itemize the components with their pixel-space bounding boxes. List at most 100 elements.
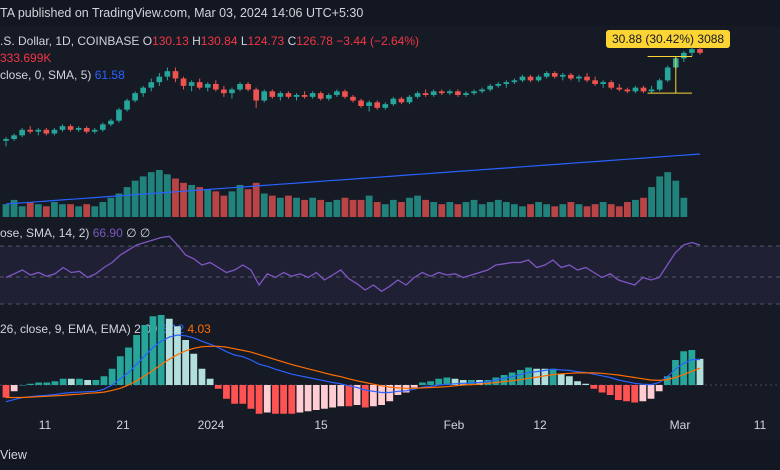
macd-hist-bar [337,385,345,407]
candle-body [164,71,171,77]
volume-bar [381,204,389,217]
macd-hist-bar [125,347,132,385]
candle-body [358,100,364,106]
candle-body [212,84,219,90]
volume-bar [607,204,615,217]
candle-body [681,52,687,59]
change-value: −3.44 (−2.64%) [336,34,420,48]
candle-body [656,80,663,90]
volume-bar [99,202,107,217]
footer-bar: View [0,440,780,470]
candle-body [559,74,566,77]
candle-body [334,91,340,95]
published-text: TA published on TradingView.com, Mar 03,… [0,6,364,20]
candle-body [471,91,477,94]
macd-hist-bar [165,318,173,385]
volume-bar [204,189,212,217]
macd-hist-bar [394,385,402,395]
candle-body [83,128,90,132]
candle-body [124,100,130,110]
macd-hist-bar [443,377,451,385]
macd-hist-bar [516,370,524,385]
volume-bar [672,180,680,217]
candle-body [156,76,163,83]
volume-bar [406,197,413,217]
volume-bar [196,187,204,217]
volume-bar [648,187,655,217]
volume-bar [478,204,486,217]
macd-hist-bar [231,385,239,404]
volume-bar [26,202,34,217]
macd-hist-bar [43,382,51,385]
price-chart[interactable] [0,0,780,440]
candle-body [592,80,598,84]
rsi-legend: ose, SMA, 14, 2) 66.90 ∅ ∅ [0,226,150,240]
macd-hist-bar [598,385,606,393]
macd-hist-bar [582,383,590,385]
volume-bar [357,199,365,217]
volume-bar [123,187,131,217]
x-tick-label: 12 [533,418,547,432]
candle-body [455,91,461,95]
macd-hist-bar [508,372,516,385]
macd-hist-bar [288,385,296,414]
volume-bar [341,197,349,217]
candle-body [188,82,195,86]
volume-bar [583,206,591,217]
volume-bar [18,206,26,217]
price-legend: .S. Dollar, 1D, COINBASE O130.13 H130.84… [0,34,420,48]
volume-bar [680,197,688,217]
volume-bar [623,202,631,217]
macd-hist-bar [386,385,394,402]
volume-bar [83,204,91,217]
volume-bar [599,202,607,217]
macd-hist-bar [353,385,361,405]
candle-body [584,76,590,81]
macd-hist-bar [149,316,157,385]
macd-hist-bar [329,385,336,408]
macd-hist-bar [223,385,230,399]
volume-bar [147,172,155,217]
volume-bar [470,199,478,217]
candle-body [479,89,485,92]
volume-bar [527,204,534,217]
volume-bar [236,184,244,217]
macd-hist-bar [419,382,426,385]
volume-bar [333,199,341,217]
macd-hist-bar [51,381,59,385]
macd-hist-bar [451,378,459,385]
volume-bar [309,197,317,217]
volume-bar [454,204,462,217]
candle-body [535,76,542,81]
candle-body [317,93,324,99]
candle-body [253,89,259,101]
candle-body [406,96,413,103]
candle-body [511,80,518,83]
candle-body [576,76,582,79]
rsi-line [5,235,701,293]
volume-bar [188,184,195,217]
candle-body [342,91,348,97]
volume-bar [615,206,623,217]
macd-hist-bar [427,381,434,385]
candle-body [11,135,17,139]
candle-body [108,120,114,125]
volume-bar [365,195,373,217]
volume-bar [260,193,268,217]
macd-hist-bar [484,380,492,385]
candle-body [495,84,502,86]
ma-value: 61.58 [94,68,125,82]
macd-hist-bar [10,385,18,392]
macd-label: 26, close, 9, EMA, EMA) [0,322,131,336]
macd-hist-bar [304,385,312,412]
volume-bar [2,204,10,217]
volume-bar [430,202,438,217]
macd-hist-bar [492,377,500,385]
volume-bar [75,206,83,217]
candle-body [543,73,550,77]
volume-bar [34,204,42,217]
volume-bar [139,176,147,217]
candle-body [632,87,639,92]
macd-hist-bar [672,360,679,385]
footer-brand: View [0,448,27,462]
